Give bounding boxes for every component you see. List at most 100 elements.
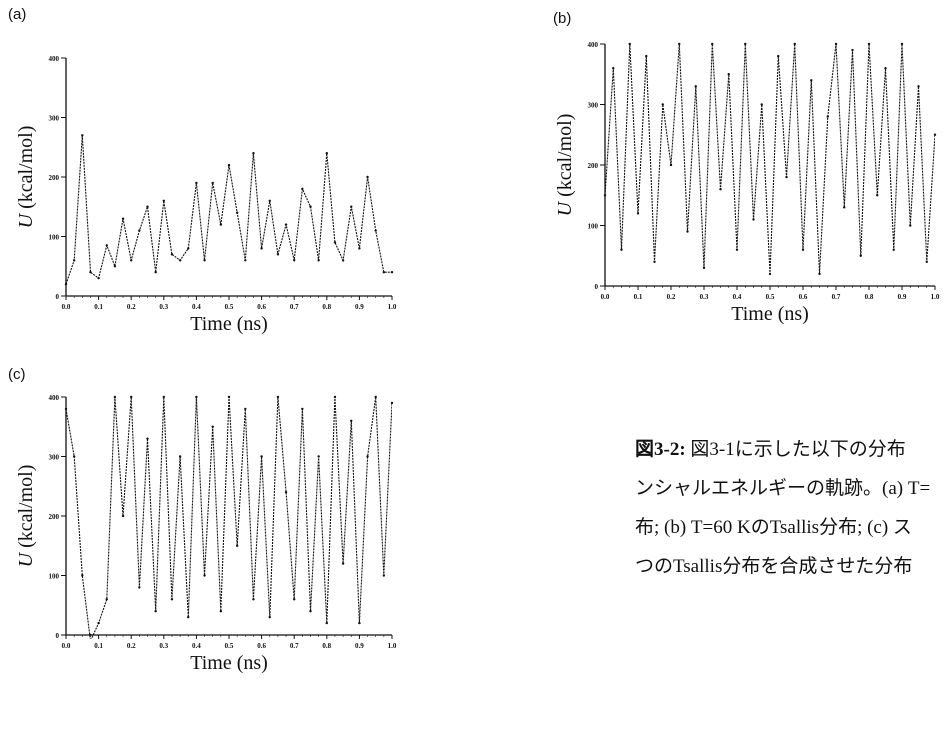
data-point [227,395,231,399]
data-point [686,230,689,233]
data-point [89,633,92,637]
x-tick-label: 0.0 [62,642,71,650]
y-tick-label: 300 [49,115,60,123]
data-point [244,407,247,411]
data-point [219,223,223,226]
data-point [909,224,912,227]
y-tick-label: 300 [49,454,60,462]
y-axis-title: U (kcal/mol) [15,126,37,229]
data-point [138,229,141,232]
data-point [293,259,296,262]
data-point [170,253,174,256]
data-point [268,615,271,619]
data-point [81,134,84,137]
data-point [917,85,920,88]
data-point [603,194,607,197]
data-point [113,265,117,268]
caption-figure-number: 図3-2: [635,439,686,460]
data-point [252,598,255,601]
caption-line-2: ンシャルエネルギーの軌跡。(a) T= [635,478,931,499]
caption-line-1: 図3-2: 図3-1に示した以下の分布 [635,430,945,469]
data-point [72,455,76,458]
x-tick-label: 1.0 [388,303,397,311]
x-axis-title: Time (ns) [190,652,268,674]
data-point [105,244,108,247]
data-point [276,253,280,256]
data-point [678,42,681,46]
data-point [661,103,664,106]
data-point [235,544,239,547]
data-point [341,562,345,565]
data-point [382,271,386,274]
data-point [146,205,149,208]
data-point [382,574,386,577]
data-point [933,133,937,136]
data-point [653,260,656,263]
y-tick-label: 100 [588,223,599,231]
x-tick-label: 0.1 [94,303,103,311]
data-point [612,67,615,70]
data-point [235,211,239,214]
data-point [777,54,780,58]
panel-c-label: (c) [8,366,26,383]
data-point [268,199,271,202]
x-tick-label: 0.7 [832,293,841,301]
y-tick-label: 400 [49,394,60,402]
data-point [203,259,206,262]
data-point [178,455,182,458]
data-point [333,241,337,244]
data-point [130,259,133,262]
x-axis-title: Time (ns) [731,303,809,325]
x-tick-label: 1.0 [931,293,940,301]
data-point [925,260,928,263]
data-point [301,187,304,191]
y-axis-variable: U [15,548,37,567]
data-point [843,206,846,209]
data-point [628,42,631,46]
data-point [284,491,288,494]
data-point [358,247,361,250]
data-point [834,42,838,46]
x-tick-label: 0.9 [355,642,364,650]
y-axis-variable: U [15,209,37,228]
x-tick-label: 0.1 [634,293,643,301]
data-point [130,395,133,399]
data-point [195,181,198,185]
y-axis-unit: (kcal/mol) [15,126,37,209]
y-tick-label: 100 [49,573,60,581]
x-tick-label: 0.6 [799,293,808,301]
data-point [390,271,394,274]
x-tick-label: 0.1 [94,642,103,650]
y-axis-title: U (kcal/mol) [554,114,576,217]
data-point [260,247,263,250]
data-point [900,42,904,46]
data-point [702,266,706,270]
x-tick-label: 0.3 [700,293,709,301]
y-tick-label: 0 [595,283,599,291]
data-point [810,79,813,82]
data-point [162,395,165,399]
y-tick-label: 0 [56,293,60,301]
y-tick-label: 0 [56,632,60,640]
data-point [219,610,223,613]
data-point [89,271,92,274]
data-point [170,598,174,601]
y-tick-label: 200 [49,513,60,521]
data-point [325,621,328,625]
data-point [252,152,255,155]
data-point [366,175,369,179]
data-point [309,610,312,613]
data-point [366,455,369,458]
y-tick-label: 200 [588,162,599,170]
x-tick-label: 0.4 [192,642,201,650]
data-point [768,272,772,276]
data-point [276,395,280,399]
x-tick-label: 1.0 [388,642,397,650]
data-point [293,598,296,601]
data-point [138,586,141,589]
energy-trajectory-line [605,43,935,274]
y-tick-label: 300 [588,102,599,110]
x-tick-label: 0.4 [192,303,201,311]
data-point [309,205,312,208]
x-tick-label: 0.4 [733,293,742,301]
